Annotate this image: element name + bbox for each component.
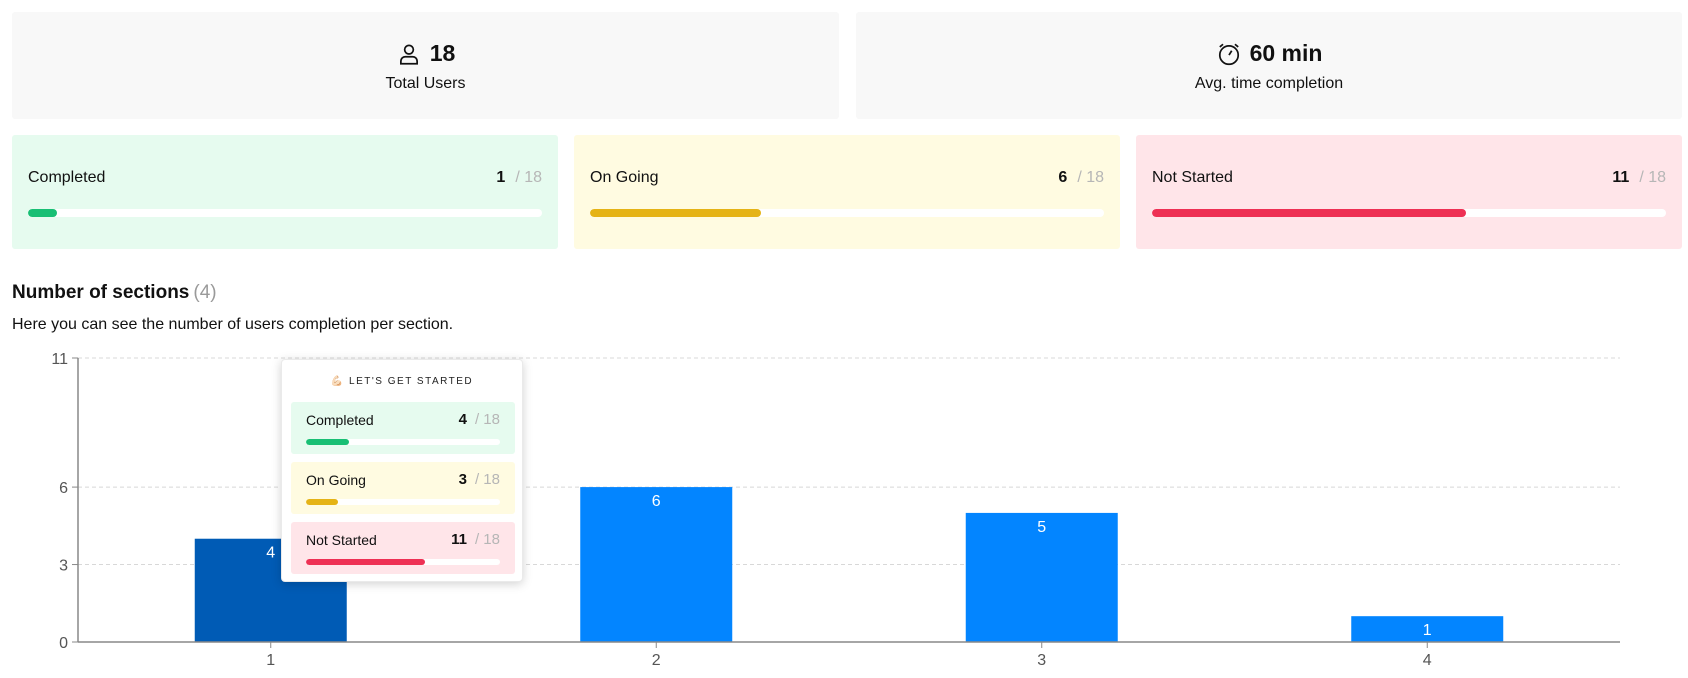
x-tick-label: 1 bbox=[266, 652, 275, 669]
tooltip-completed-total: / 18 bbox=[474, 411, 500, 428]
bar-value-label: 5 bbox=[1037, 519, 1046, 536]
ongoing-count: 6 bbox=[1058, 169, 1068, 186]
completed-progress-fill bbox=[28, 209, 57, 217]
tooltip-ongoing-label: On Going bbox=[306, 472, 366, 488]
stopwatch-icon bbox=[1218, 43, 1239, 65]
completed-label: Completed bbox=[28, 169, 106, 186]
not-started-label: Not Started bbox=[1152, 169, 1233, 186]
y-tick-label: 3 bbox=[59, 558, 68, 575]
total-users-value: 18 bbox=[429, 40, 456, 66]
ongoing-total: / 18 bbox=[1077, 169, 1104, 186]
y-tick-label: 11 bbox=[51, 351, 68, 368]
avg-time-label: Avg. time completion bbox=[1194, 74, 1344, 92]
tooltip-completed-label: Completed bbox=[306, 412, 374, 428]
bar-section-2 bbox=[580, 487, 733, 642]
ongoing-label: On Going bbox=[590, 169, 659, 186]
bar-value-label: 1 bbox=[1423, 622, 1432, 639]
y-tick-label: 6 bbox=[59, 480, 68, 497]
tooltip-completed-count: 4 bbox=[458, 411, 467, 428]
tooltip-completed-row: Completed 4 / 18 bbox=[291, 402, 515, 454]
not-started-progress-bar bbox=[1152, 209, 1666, 217]
not-started-progress-fill bbox=[1152, 209, 1467, 217]
tooltip-ongoing-bar bbox=[306, 499, 500, 505]
tooltip-not-started-label: Not Started bbox=[306, 532, 377, 548]
tooltip-ongoing-fill bbox=[306, 499, 339, 505]
avg-time-card: 60 min Avg. time completion bbox=[856, 12, 1682, 119]
completed-total: / 18 bbox=[515, 169, 542, 186]
tooltip-not-started-total: / 18 bbox=[474, 531, 500, 548]
ongoing-card: On Going 6 / 18 bbox=[574, 135, 1120, 249]
total-users-label: Total Users bbox=[385, 74, 466, 92]
y-tick-label: 0 bbox=[59, 635, 68, 652]
completed-progress-bar bbox=[28, 209, 542, 217]
tooltip-not-started-row: Not Started 11 / 18 bbox=[291, 522, 515, 574]
section-title: Number of sections (4) bbox=[12, 282, 217, 304]
total-users-card: 18 Total Users bbox=[12, 12, 839, 119]
tooltip-completed-bar bbox=[306, 439, 500, 445]
section-count: (4) bbox=[193, 282, 217, 303]
bar-value-label: 4 bbox=[266, 545, 275, 562]
tooltip-title: 💪🏻 LET'S GET STARTED bbox=[330, 376, 474, 387]
tooltip-ongoing-count: 3 bbox=[458, 471, 467, 488]
not-started-count: 11 bbox=[1612, 169, 1630, 186]
bar-section-4 bbox=[1351, 616, 1504, 642]
bar-value-label: 6 bbox=[652, 493, 661, 510]
completed-card: Completed 1 / 18 bbox=[12, 135, 558, 249]
user-icon bbox=[399, 43, 418, 65]
not-started-total: / 18 bbox=[1639, 169, 1666, 186]
x-tick-label: 2 bbox=[652, 652, 661, 669]
section-title-text: Number of sections bbox=[12, 282, 190, 303]
tooltip-ongoing-row: On Going 3 / 18 bbox=[291, 462, 515, 514]
ongoing-progress-bar bbox=[590, 209, 1104, 217]
avg-time-value: 60 min bbox=[1249, 40, 1323, 66]
bar-section-3 bbox=[965, 512, 1118, 642]
not-started-card: Not Started 11 / 18 bbox=[1136, 135, 1682, 249]
ongoing-progress-fill bbox=[590, 209, 762, 217]
x-tick-label: 3 bbox=[1037, 652, 1046, 669]
section-description: Here you can see the number of users com… bbox=[12, 316, 454, 333]
x-tick-label: 4 bbox=[1423, 652, 1432, 669]
tooltip-not-started-count: 11 bbox=[451, 531, 467, 548]
tooltip-completed-fill bbox=[306, 439, 350, 445]
tooltip-not-started-fill bbox=[306, 559, 425, 565]
chart-tooltip: 💪🏻 LET'S GET STARTED Completed 4 / 18 On … bbox=[281, 359, 523, 582]
tooltip-ongoing-total: / 18 bbox=[474, 471, 500, 488]
completed-count: 1 bbox=[496, 169, 506, 186]
tooltip-not-started-bar bbox=[306, 559, 500, 565]
